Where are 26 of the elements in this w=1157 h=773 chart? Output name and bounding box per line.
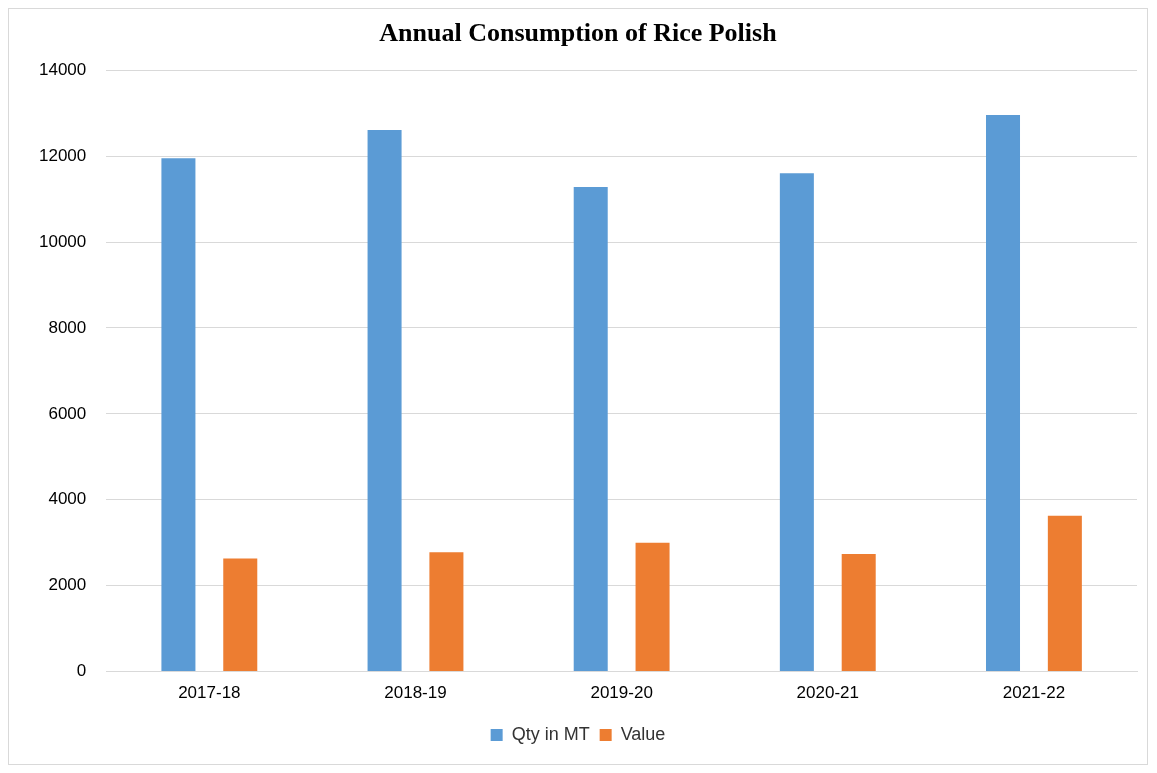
bar — [779, 173, 814, 672]
bar — [429, 552, 464, 672]
bar — [367, 129, 402, 672]
bar — [986, 114, 1021, 672]
x-tick-label: 2021-22 — [1002, 683, 1066, 703]
x-tick-label: 2018-19 — [384, 683, 447, 703]
bar — [635, 542, 670, 672]
x-tick-label: 2017-18 — [178, 683, 241, 703]
y-tick-label: 6000 — [48, 403, 87, 423]
bar — [573, 187, 608, 672]
y-tick-label: 0 — [76, 661, 87, 681]
bar — [161, 158, 196, 672]
chart-title: Annual Consumption of Rice Polish — [379, 18, 778, 48]
bar — [841, 553, 876, 672]
x-tick-label: 2019-20 — [590, 683, 653, 703]
y-tick-label: 4000 — [48, 489, 87, 509]
bar — [223, 558, 258, 672]
legend-label: Value — [620, 723, 666, 744]
y-tick-label: 8000 — [48, 317, 87, 337]
y-tick-label: 12000 — [38, 145, 87, 165]
bar — [1047, 515, 1082, 672]
y-tick-label: 14000 — [38, 59, 87, 79]
x-tick-label: 2020-21 — [796, 683, 859, 703]
legend-label: Qty in MT — [511, 723, 590, 744]
y-tick-label: 10000 — [38, 231, 87, 251]
y-tick-label: 2000 — [48, 575, 87, 595]
